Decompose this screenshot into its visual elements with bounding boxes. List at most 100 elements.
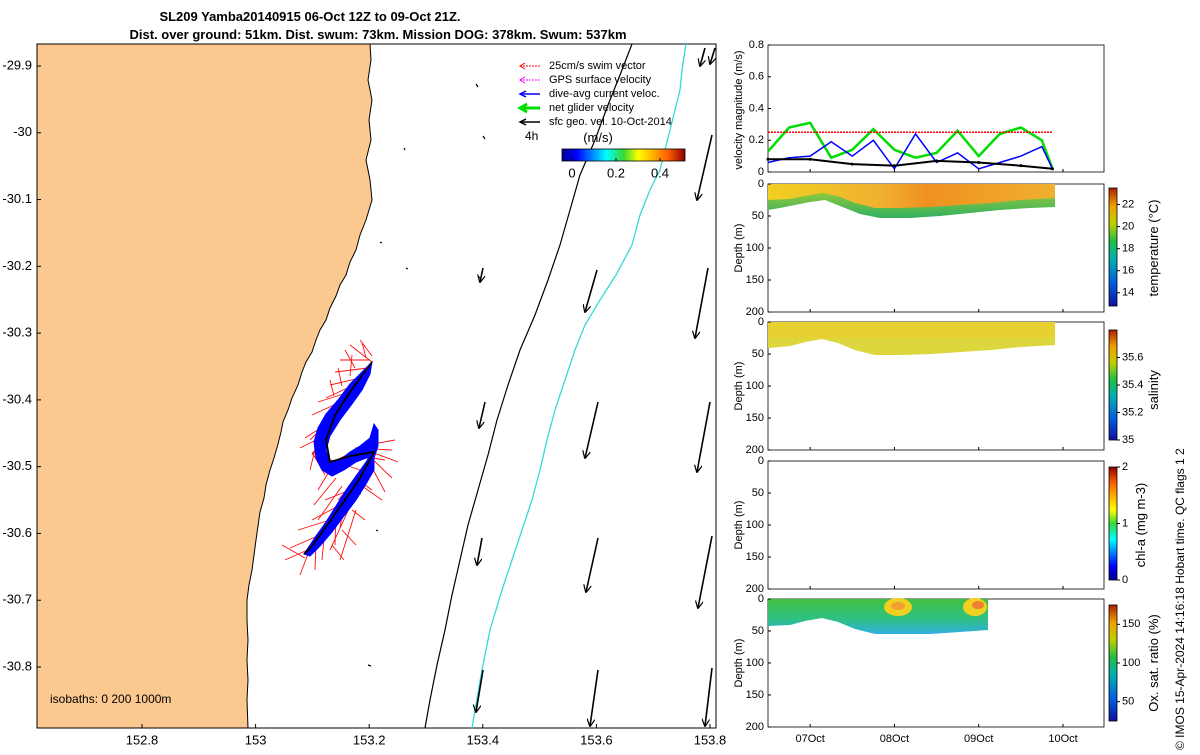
map-x-tick-label: 153.4 [467,732,500,747]
colorbar-tick-label: 1 [1122,517,1128,529]
colorbar-tick-label: 35.2 [1122,406,1143,418]
velocity-sfc-point [766,157,770,161]
depth-tick-label: 0 [758,455,764,467]
velocity-panel: 0 0.2 0.4 0.6 0.8 velocity magnitude (m/s) [733,39,1105,178]
velocity-series [766,121,1054,171]
legend-gps-label: GPS surface velocity [549,74,652,86]
speed-colorbar [561,148,686,162]
map-y-tick-label: -29.9 [2,57,32,72]
colorbar-tick-label: 150 [1122,618,1140,630]
cyan-front-line [471,43,687,729]
map-x-tick-label: 152.8 [126,732,159,747]
depth-tick-label: 0 [758,316,764,328]
legend-swim-label: 25cm/s swim vector [549,60,646,72]
temperature-depth-label: Depth (m) [733,224,745,273]
velocity-sfc-point [977,160,981,164]
oxygen-section [768,599,988,634]
speed-colorbar-tick-label: 0 [568,165,575,180]
depth-tick-label: 200 [746,444,764,456]
date-tick-label: 09Oct [964,733,993,745]
salinity-panel: 0 50 100 150 200 Depth (m) 35 35.2 35.4 35.6 sa… [733,316,1161,456]
map-legend: 25cm/s swim vector GPS surface velocity … [516,60,686,180]
glider-track [281,339,399,576]
salinity-colorbar [1108,329,1118,441]
map-y-tick-label: -30.3 [2,325,32,340]
velocity-y-tick-label: 0.2 [749,134,764,146]
velocity-y-tick-label: 0 [758,166,764,178]
depth-tick-label: 150 [746,689,764,701]
depth-tick-label: 200 [746,721,764,733]
glider-path-line [303,361,376,555]
velocity-series-line [768,158,1053,170]
velocity-series-line [767,132,1054,171]
map-y-tick-label: -30.5 [2,458,32,473]
velocity-sfc-point [892,164,896,168]
depth-tick-label: 100 [746,242,764,254]
map-x-tick-label: 153.2 [353,732,386,747]
depth-tick-label: 0 [758,178,764,190]
map-y-axis: -29.9 -30 -30.1 -30.2 -30.3 -30.4 -30.5 -30.6 -3… [2,57,41,673]
colorbar-tick-label: 22 [1122,198,1134,210]
chla-depth-label: Depth (m) [733,501,745,550]
salinity-depth-label: Depth (m) [733,362,745,411]
oxygen-colorbar [1108,604,1118,722]
depth-tick-label: 200 [746,583,764,595]
depth-tick-label: 150 [746,412,764,424]
geostrophic-vectors [476,47,715,726]
map-y-tick-label: -30.6 [2,525,32,540]
velocity-y-axis: 0 0.2 0.4 0.6 0.8 [749,39,771,178]
velocity-y-tick-label: 0.8 [749,39,764,51]
legend-dive-avg-label: dive-avg current veloc. [549,88,660,100]
velocity-sfc-point [1019,164,1023,168]
chla-colorbar-label: chl-a (mg m-3) [1133,483,1148,568]
legend-sfc-geo-label: sfc geo. vel. 10-Oct-2014 [549,116,672,128]
velocity-series-line [767,121,1054,170]
map-y-tick-label: -30.8 [2,658,32,673]
depth-tick-label: 50 [752,487,764,499]
colorbar-tick-label: 35.6 [1122,351,1143,363]
colorbar-tick-label: 20 [1122,221,1134,233]
colorbar-tick-label: 100 [1122,657,1140,669]
colorbar-tick-label: 16 [1122,265,1134,277]
salinity-depth-axis: 0 50 100 150 200 [746,316,771,456]
chla-panel: 0 50 100 150 200 Depth (m) 0 1 2 chl-a (mg m-3… [733,455,1148,595]
colorbar-tick-label: 18 [1122,243,1134,255]
colorbar-tick-label: 2 [1122,461,1128,473]
legend-net-glider-label: net glider velocity [549,102,634,114]
temperature-panel: 0 50 100 150 200 Depth (m) 14 16 18 20 22 temper… [733,178,1161,318]
map-panel: 25cm/s swim vector GPS surface velocity … [2,43,726,747]
oxygen-colorbar-ticks: 50 100 150 [1117,618,1140,708]
salinity-lower [768,338,1055,355]
map-y-tick-label: -30.2 [2,258,32,273]
oxygen-panel: 0 50 100 150 200 Depth (m) 50 100 150 Ox. sat.… [733,593,1161,733]
footer-credit: © IMOS 15-Apr-2024 14:16:18 Hobart time.… [1173,448,1187,750]
velocity-sfc-point [850,162,854,166]
velocity-sfc-point [935,159,939,163]
colorbar-title: (m/s) [583,130,613,145]
land-mass [36,43,373,729]
temperature-colorbar-label: temperature (°C) [1146,200,1161,297]
map-y-tick-label: -30.7 [2,592,32,607]
map-y-tick-label: -30.1 [2,191,32,206]
colorbar-tick-label: 14 [1122,287,1134,299]
temperature-colorbar-ticks: 14 16 18 20 22 [1117,198,1134,299]
legend-net-glider: net glider velocity [516,102,634,114]
velocity-y-tick-label: 0.6 [749,71,764,83]
map-x-tick-label: 153.6 [580,732,613,747]
salinity-colorbar-label: salinity [1146,370,1161,410]
speed-colorbar-tick-label: 0.4 [651,165,669,180]
oxygen-hotspots [884,598,987,616]
velocity-sfc-point [808,157,812,161]
temperature-colorbar [1108,187,1118,307]
plot-title-line1: SL209 Yamba20140915 06-Oct 12Z to 09-Oct… [159,9,460,24]
velocity-ylabel: velocity magnitude (m/s) [733,50,745,169]
map-x-tick-label: 153 [245,732,267,747]
depth-tick-label: 50 [752,625,764,637]
chla-colorbar-ticks: 0 1 2 [1117,461,1128,586]
colorbar-tick-label: 35 [1122,434,1134,446]
date-tick-label: 07Oct [795,733,824,745]
date-tick-label: 10Oct [1048,733,1077,745]
depth-tick-label: 100 [746,657,764,669]
plot-title-line2: Dist. over ground: 51km. Dist. swum: 73k… [129,27,626,42]
depth-tick-label: 100 [746,519,764,531]
